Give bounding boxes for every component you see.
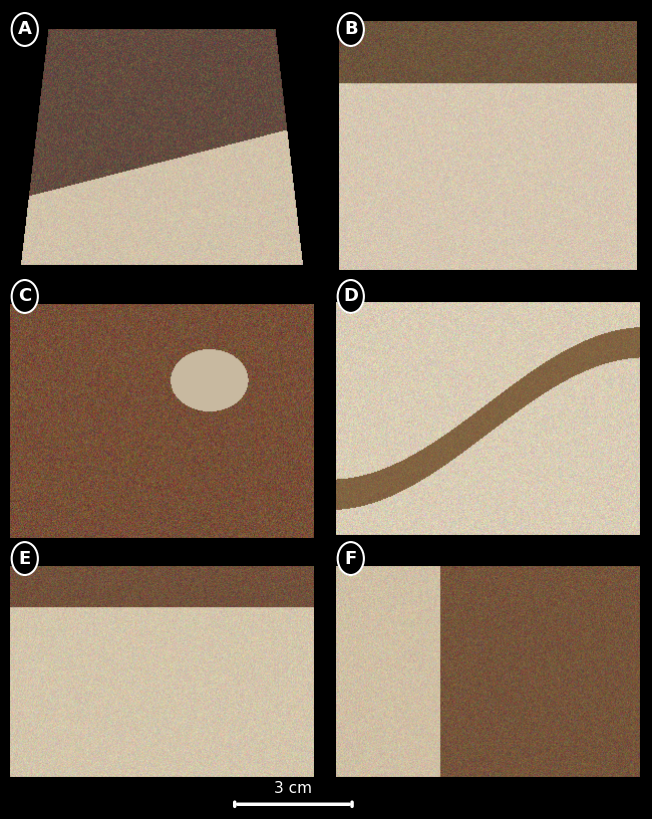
Text: E: E	[19, 550, 31, 568]
Text: 3 cm: 3 cm	[274, 781, 312, 796]
Text: D: D	[343, 287, 359, 305]
Text: A: A	[18, 20, 32, 38]
Text: C: C	[18, 287, 31, 305]
Text: B: B	[344, 20, 357, 38]
Text: F: F	[345, 550, 357, 568]
